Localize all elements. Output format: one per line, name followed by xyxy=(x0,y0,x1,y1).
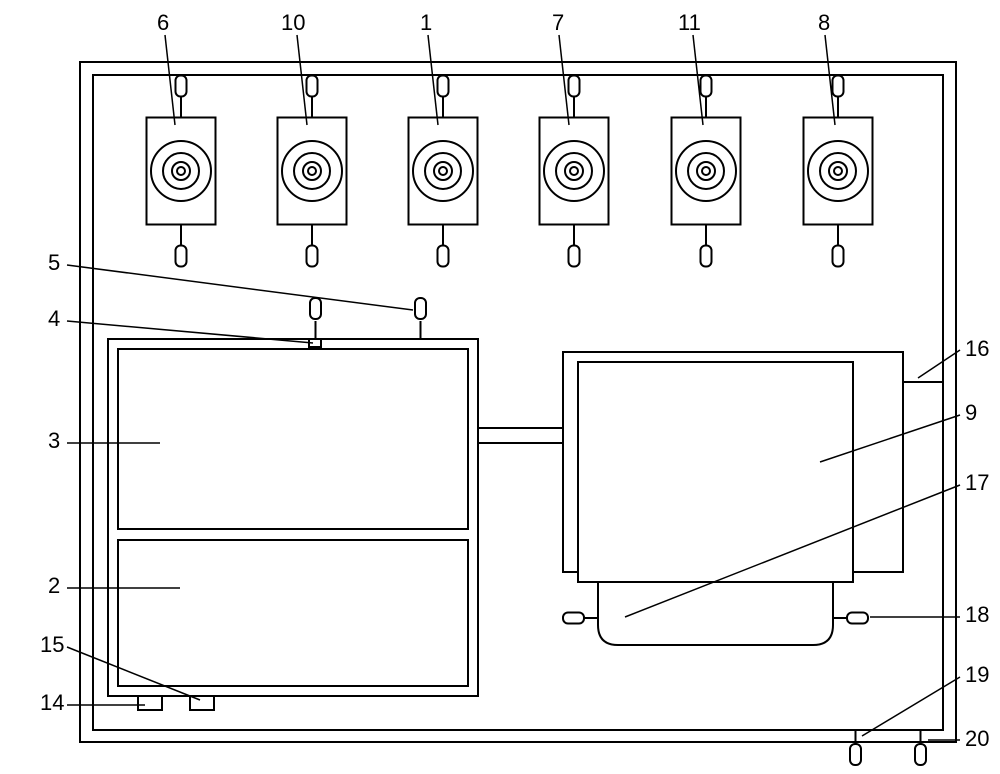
callout-label-1: 1 xyxy=(420,10,432,36)
callout-label-10: 10 xyxy=(281,10,305,36)
callout-label-15: 15 xyxy=(40,632,64,658)
callout-label-3: 3 xyxy=(48,428,60,454)
callout-label-8: 8 xyxy=(818,10,830,36)
diagram-container: 610171185432151416917181920 xyxy=(0,0,1000,774)
callout-label-7: 7 xyxy=(552,10,564,36)
callout-label-2: 2 xyxy=(48,573,60,599)
callout-label-6: 6 xyxy=(157,10,169,36)
callout-label-18: 18 xyxy=(965,602,989,628)
callout-label-16: 16 xyxy=(965,336,989,362)
callout-label-17: 17 xyxy=(965,470,989,496)
callout-label-9: 9 xyxy=(965,400,977,426)
callout-label-4: 4 xyxy=(48,306,60,332)
callout-label-20: 20 xyxy=(965,726,989,752)
callout-label-14: 14 xyxy=(40,690,64,716)
callout-label-19: 19 xyxy=(965,662,989,688)
callout-label-11: 11 xyxy=(678,10,701,36)
callout-label-5: 5 xyxy=(48,250,60,276)
